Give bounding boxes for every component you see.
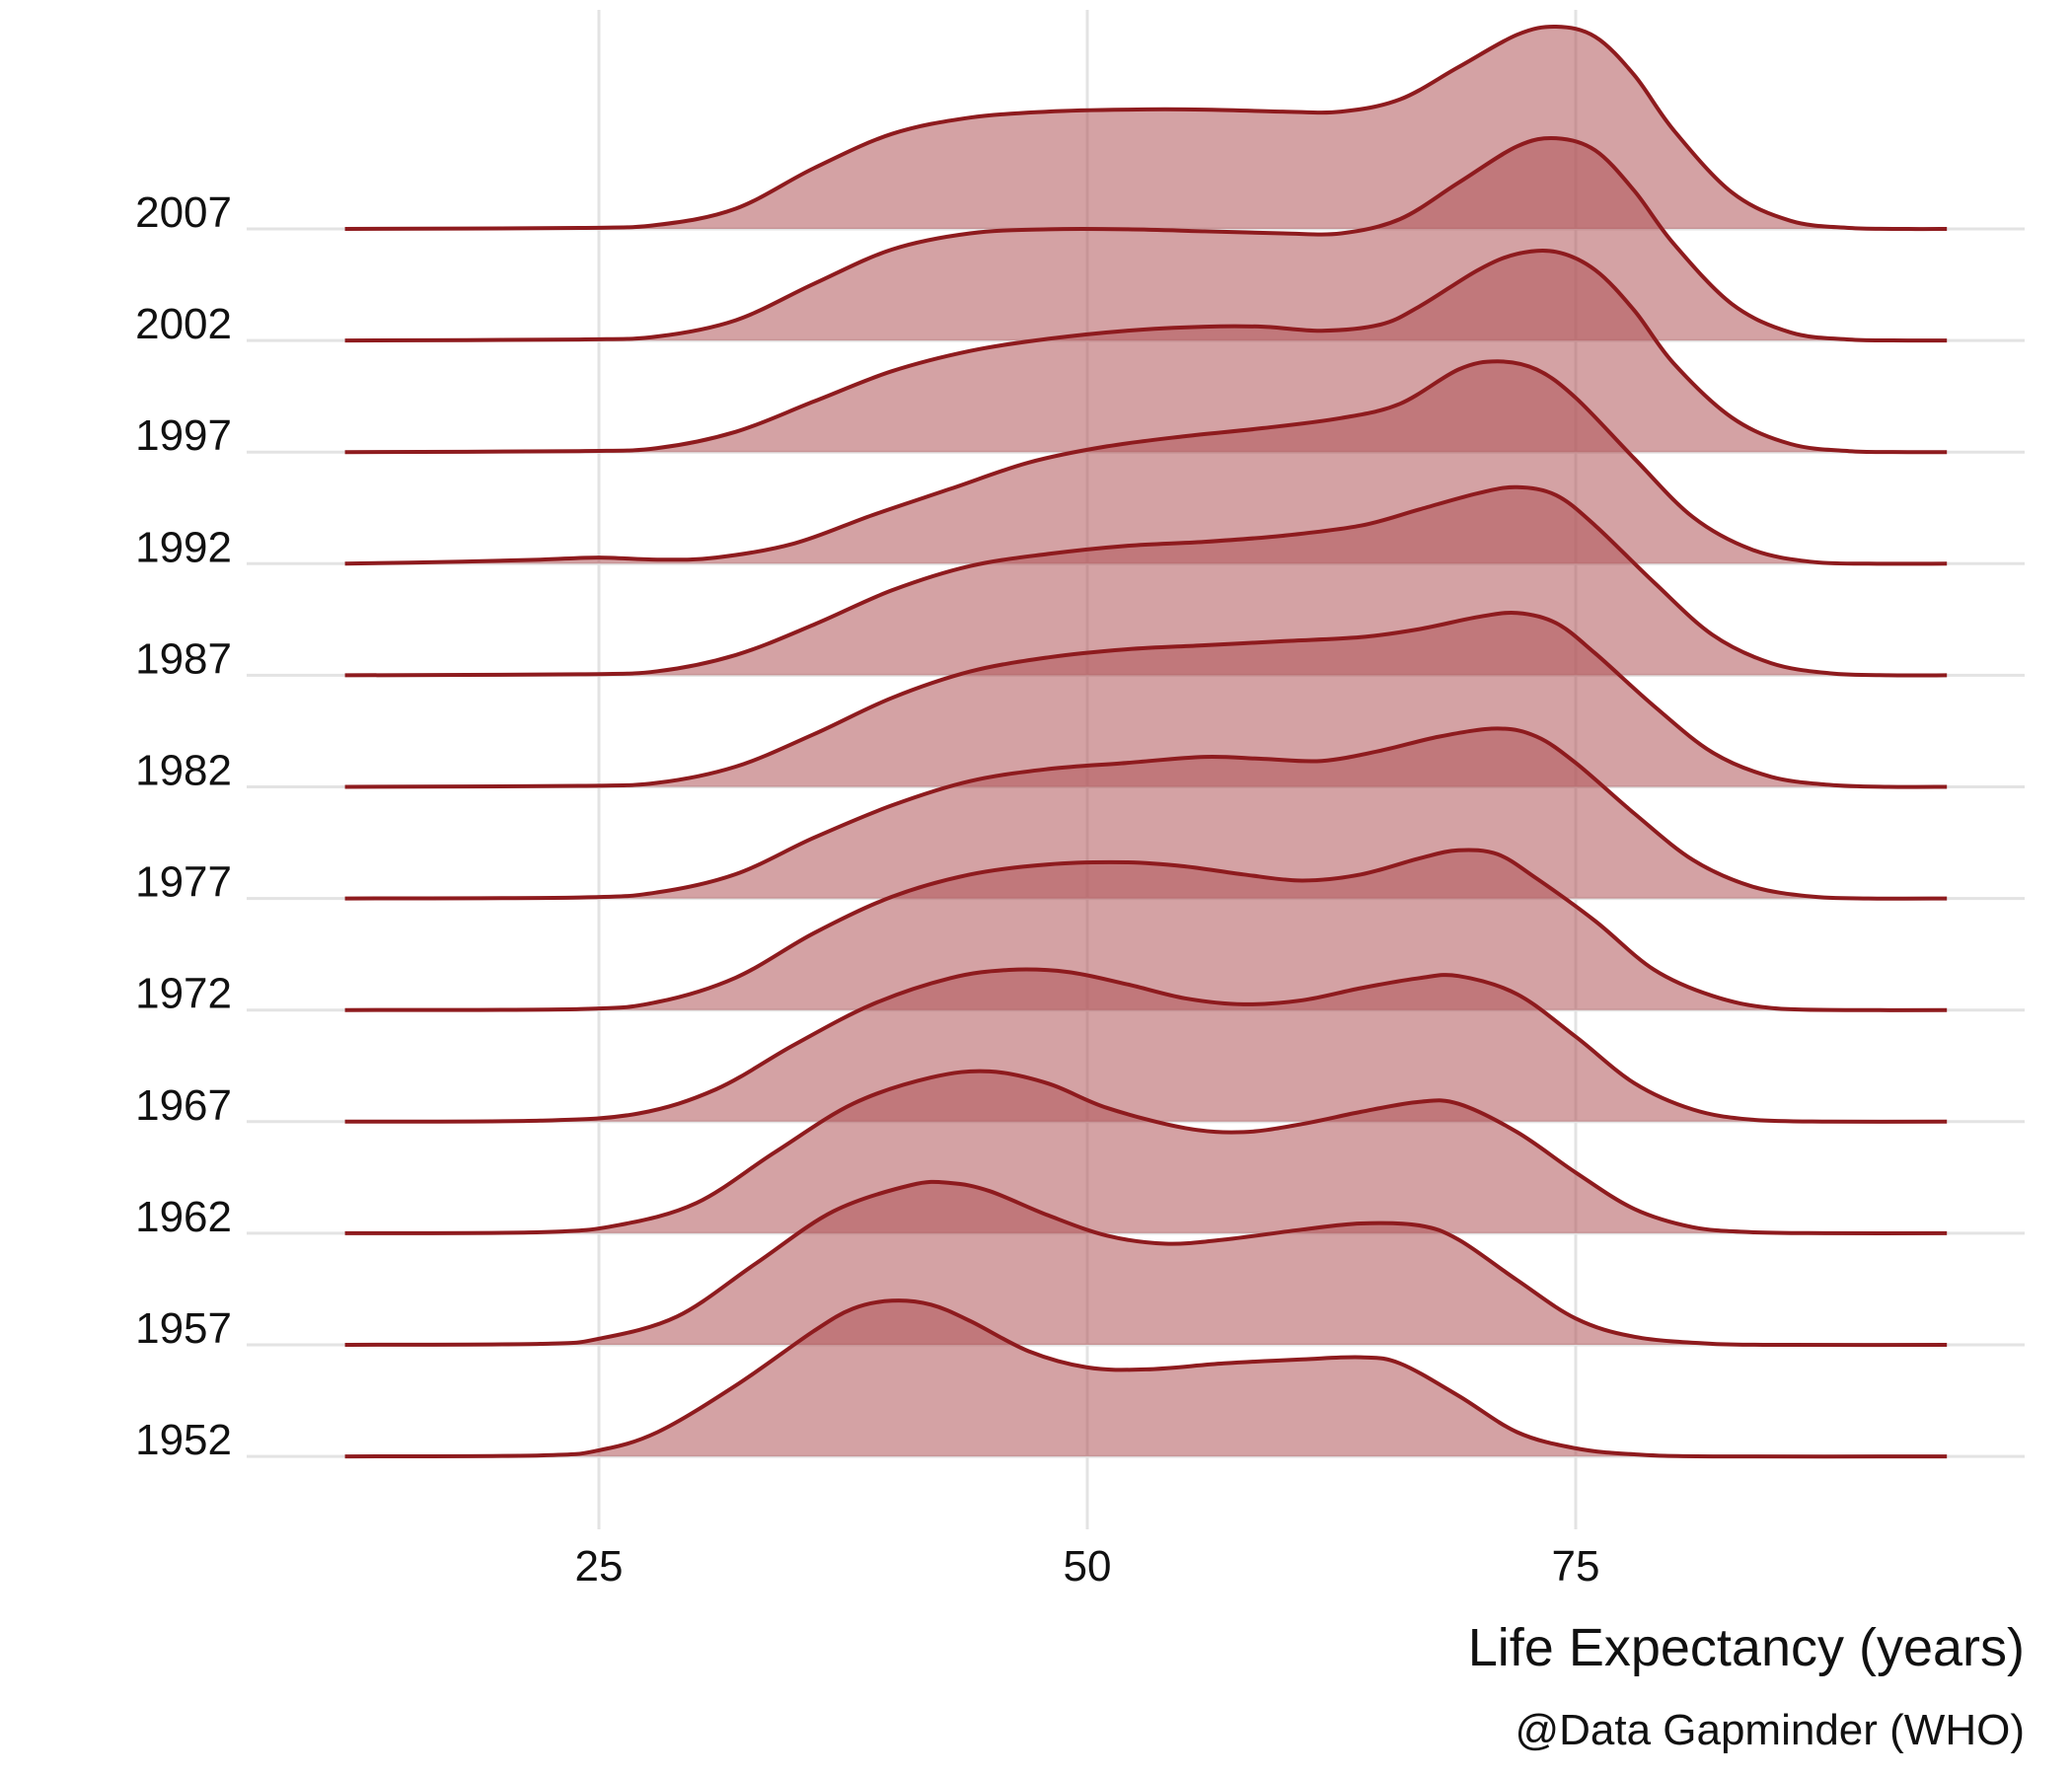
- ridge-line-1997: [344, 248, 1948, 455]
- ridge-line-1957: [344, 1179, 1948, 1348]
- ridge-area-1957: [344, 1181, 1948, 1346]
- x-axis-title: Life Expectancy (years): [1468, 1618, 2025, 1677]
- y-tick-label-1962: 1962: [135, 1193, 232, 1241]
- ridge-line-1987: [344, 484, 1948, 678]
- ridge-area-1977: [344, 728, 1948, 899]
- ridge-line-1992: [344, 359, 1948, 566]
- y-tick-label-2002: 2002: [135, 300, 232, 348]
- ridge-line-1962: [344, 1069, 1948, 1235]
- y-tick-label-1952: 1952: [135, 1416, 232, 1464]
- ridge-line-1967: [344, 967, 1948, 1124]
- y-tick-label-1982: 1982: [135, 747, 232, 795]
- y-tick-label-2007: 2007: [135, 188, 232, 237]
- ridge-line-1977: [344, 726, 1948, 901]
- ridge-line-2002: [344, 135, 1948, 343]
- ridge-layer: [344, 24, 1948, 1459]
- ridge-area-1952: [344, 1300, 1948, 1457]
- ridge-area-1972: [344, 850, 1948, 1010]
- x-tick-label-50: 50: [1064, 1542, 1112, 1591]
- y-tick-label-1977: 1977: [135, 858, 232, 907]
- x-tick-label-25: 25: [575, 1542, 624, 1591]
- ridge-line-1982: [344, 610, 1948, 789]
- y-tick-label-1997: 1997: [135, 411, 232, 460]
- ridge-area-1967: [344, 969, 1948, 1122]
- ridge-line-1972: [344, 848, 1948, 1012]
- ridge-line-1952: [344, 1298, 1948, 1459]
- x-tick-label-75: 75: [1552, 1542, 1600, 1591]
- y-tick-label-1992: 1992: [135, 523, 232, 571]
- y-tick-label-1967: 1967: [135, 1081, 232, 1130]
- ridge-area-2007: [344, 26, 1948, 230]
- chart-caption: @Data Gapminder (WHO): [1515, 1706, 2025, 1754]
- ridge-line-2007: [344, 24, 1948, 232]
- y-tick-label-1957: 1957: [135, 1304, 232, 1353]
- label-layer: 25 50 75 1952 1957 1962 1967 1972 1977 1982 1987 19…: [135, 188, 1599, 1591]
- y-tick-label-1972: 1972: [135, 970, 232, 1018]
- ridge-area-1962: [344, 1071, 1948, 1233]
- y-tick-label-1987: 1987: [135, 634, 232, 683]
